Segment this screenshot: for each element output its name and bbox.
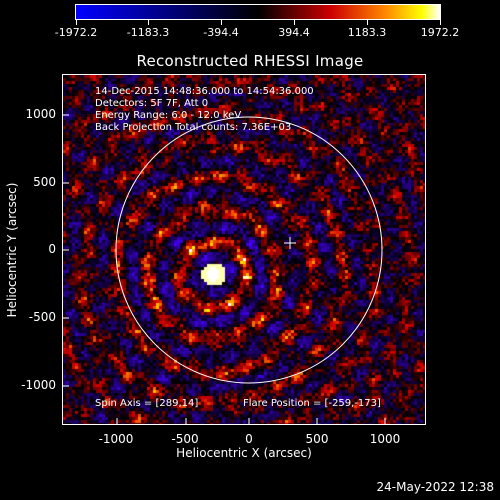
colorbar-tick <box>221 20 222 25</box>
colorbar-tick-label: 394.4 <box>278 26 310 39</box>
method-text: Back Projection <box>95 122 172 133</box>
x-tick-label: 0 <box>245 432 253 446</box>
colorbar-tick-label: 1972.2 <box>420 26 460 39</box>
y-tick-label: 500 <box>33 175 56 189</box>
spin-axis-cross <box>284 237 296 249</box>
y-axis-label: Heliocentric Y (arcsec) <box>5 182 19 318</box>
colorbar-tick-label: -1972.2 <box>54 26 98 39</box>
solar-image-heatmap <box>63 75 425 424</box>
colorbar-tick-label: 1183.3 <box>347 26 387 39</box>
colorbar <box>75 4 441 20</box>
y-tick-label: -500 <box>28 310 56 324</box>
solar-limb-circle <box>115 116 383 384</box>
y-tick-label: -1000 <box>21 378 56 392</box>
image-plot <box>62 74 426 425</box>
y-axis-ticks <box>63 114 69 387</box>
colorbar-tick-label: -1183.3 <box>126 26 170 39</box>
timestamp: 24-May-2022 12:38 <box>376 480 494 494</box>
x-tick-label: -1000 <box>98 432 134 446</box>
detectors-text: Detectors: 5F 7F, Att 0 <box>95 98 209 109</box>
colorbar-tick <box>440 20 441 25</box>
x-tick-label: 1000 <box>369 432 401 446</box>
y-tick-label: 1000 <box>25 107 56 121</box>
colorbar-tick <box>148 20 149 25</box>
total-counts-text: Total counts: 7.36E+03 <box>175 122 292 133</box>
colorbar-tick <box>76 20 77 25</box>
y-tick-label: 0 <box>48 242 56 256</box>
x-axis-label: Heliocentric X (arcsec) <box>176 446 312 460</box>
x-tick-label: -500 <box>171 432 199 446</box>
plot-overlay <box>63 114 386 424</box>
time-range-text: 14-Dec-2015 14:48:36.000 to 14:54:36.000 <box>95 86 314 97</box>
spin-axis-text: Spin Axis = [289,14] <box>95 398 199 409</box>
x-tick-label: 500 <box>305 432 329 446</box>
x-axis-ticks <box>116 418 386 424</box>
flare-position-text: Flare Position = [-259,-173] <box>243 398 381 409</box>
colorbar-tick-label: -394.4 <box>203 26 239 39</box>
colorbar-tick <box>294 20 295 25</box>
plot-title: Reconstructed RHESSI Image <box>136 52 364 70</box>
colorbar-tick <box>367 20 368 25</box>
energy-range-text: Energy Range: 6.0 - 12.0 keV <box>95 110 242 121</box>
